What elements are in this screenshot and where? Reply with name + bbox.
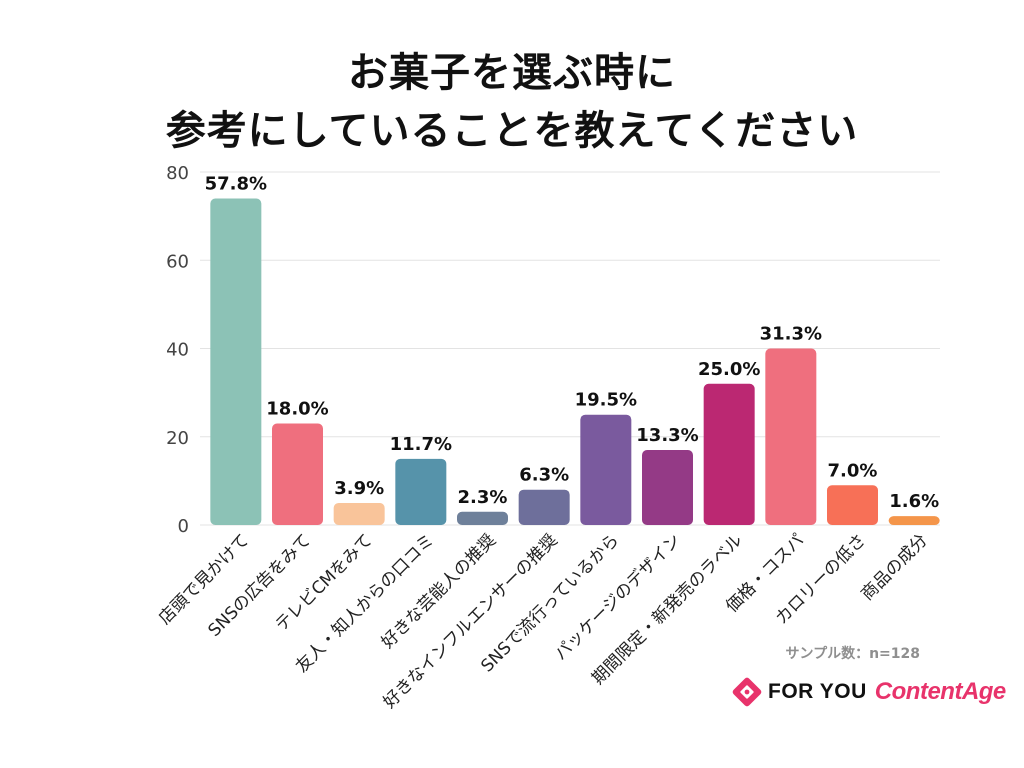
y-tick-label: 0 <box>178 516 189 537</box>
data-labels: 57.8% 18.0% 3.9% 11.7% 2.3% 6.3% 19.5% 13.3% 25.… <box>205 173 940 512</box>
y-tick-label: 40 <box>166 340 189 361</box>
diamond-logo-icon <box>732 677 762 707</box>
chart-title-line2: 参考にしていることを教えてください <box>165 108 859 154</box>
bar <box>395 458 447 525</box>
data-label: 57.8% <box>205 173 267 194</box>
x-tick-label: SNSの広告をみて <box>205 530 316 641</box>
bar <box>765 348 817 525</box>
brand-logos: FOR YOU ContentAge <box>732 672 1006 712</box>
bar <box>888 516 940 525</box>
data-label: 7.0% <box>828 460 878 481</box>
y-tick-label: 20 <box>166 428 189 449</box>
data-label: 3.9% <box>334 478 384 499</box>
data-label: 19.5% <box>575 390 637 411</box>
data-label: 13.3% <box>636 425 698 446</box>
brand-foryou: FOR YOU <box>768 680 867 703</box>
bars <box>210 198 940 525</box>
grid-lines <box>200 171 940 526</box>
bar <box>642 449 693 525</box>
chart-title-line1: お菓子を選ぶ時に <box>348 50 676 96</box>
sample-size-note: サンプル数：n=128 <box>785 646 920 662</box>
y-axis-ticks: 0 20 40 60 80 <box>166 163 189 537</box>
data-label: 25.0% <box>698 359 760 380</box>
data-label: 31.3% <box>760 324 822 345</box>
data-label: 2.3% <box>458 487 508 508</box>
data-label: 1.6% <box>889 491 939 512</box>
bar <box>580 414 632 525</box>
data-label: 18.0% <box>266 399 328 420</box>
bar <box>457 511 508 525</box>
x-tick-label: 商品の成分 <box>857 530 931 604</box>
x-tick-label: 好きな芸能人の推奨 <box>378 530 500 652</box>
bar <box>827 485 878 525</box>
bar <box>272 423 323 525</box>
bar <box>210 198 262 525</box>
y-tick-label: 80 <box>166 163 189 184</box>
bar <box>518 489 570 525</box>
bar <box>703 383 755 525</box>
data-label: 11.7% <box>390 434 452 455</box>
brand-contentage: ContentAge <box>874 678 1006 705</box>
y-tick-label: 60 <box>166 251 189 272</box>
bar <box>333 502 385 525</box>
data-label: 6.3% <box>519 465 569 486</box>
